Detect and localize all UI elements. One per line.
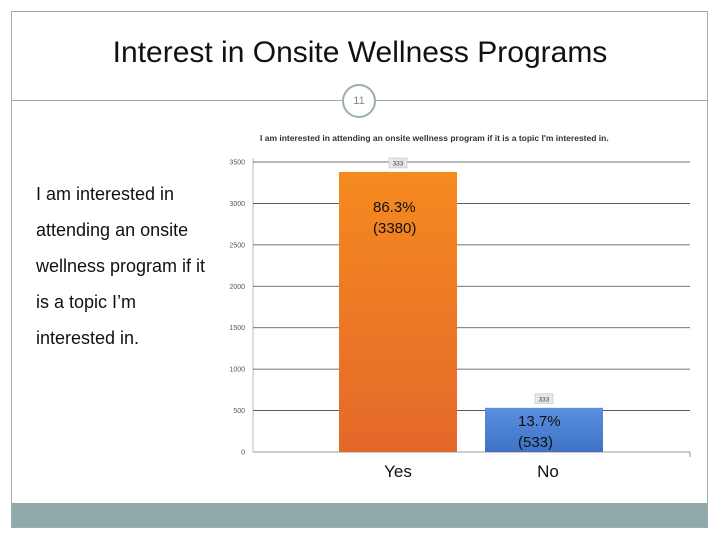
chart-title: I am interested in attending an onsite w…	[260, 133, 609, 143]
body-text: I am interested in attending an onsite w…	[36, 184, 206, 348]
annotation-percent-yes: 86.3%	[373, 199, 416, 216]
title-rule-left	[11, 100, 342, 101]
y-tick-label: 500	[233, 408, 245, 415]
y-tick-label: 2500	[229, 242, 245, 249]
y-tick-label: 1500	[229, 325, 245, 332]
footer-bar	[12, 503, 707, 527]
slide-number: 11	[342, 84, 376, 118]
category-label-no: No	[537, 462, 559, 481]
bar-no	[485, 407, 603, 452]
slide-title: Interest in Onsite Wellness Programs	[112, 36, 608, 69]
title-rule-right	[376, 100, 708, 101]
value-label-box-yes	[388, 157, 408, 169]
annotation-count-no: (533)	[518, 434, 553, 451]
y-tick-label: 3500	[229, 160, 245, 167]
annotation-percent-no: 13.7%	[518, 413, 561, 430]
y-tick-label: 2000	[229, 284, 245, 291]
value-label-box-no	[534, 393, 554, 405]
bar-chart: I am interested in attending an onsite w…	[229, 133, 691, 481]
annotation-count-yes: (3380)	[373, 220, 416, 237]
y-tick-label: 0	[241, 450, 245, 457]
value-label-no: 333	[539, 396, 550, 403]
y-tick-label: 1000	[229, 367, 245, 374]
y-tick-label: 3000	[229, 201, 245, 208]
value-label-yes: 333	[393, 160, 404, 167]
bar-yes	[339, 171, 457, 452]
category-label-yes: Yes	[384, 462, 412, 481]
